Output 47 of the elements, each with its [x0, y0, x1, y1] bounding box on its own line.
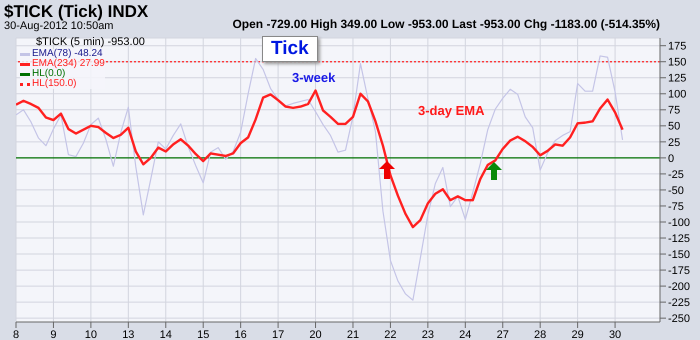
legend-label: HL(150.0) — [31, 78, 78, 89]
y-tick-label: 0 — [668, 152, 674, 165]
chart-title: $TICK (Tick) INDX — [4, 2, 148, 21]
y-tick-label: 175 — [668, 40, 686, 53]
x-tick-label: 9 — [50, 328, 57, 340]
y-tick-label: 100 — [668, 88, 686, 101]
x-tick-label: 13 — [122, 328, 134, 340]
y-tick-label: 50 — [668, 120, 680, 133]
legend-label: HL(0.0) — [31, 68, 66, 79]
y-tick-label: -200 — [668, 281, 690, 294]
y-tick-label: 125 — [668, 72, 686, 85]
annotation: $TICK (5 min) -953.00 — [36, 36, 145, 48]
legend-label: EMA(234) 27.99 — [31, 58, 105, 69]
x-tick-label: 21 — [346, 328, 360, 340]
x-tick-label: 22 — [384, 328, 397, 340]
x-tick-label: 24 — [459, 328, 472, 340]
x-tick-label: 20 — [309, 328, 322, 340]
annotation: Tick — [262, 36, 318, 62]
annotation: 3-day EMA — [418, 103, 484, 118]
y-tick-label: -175 — [668, 264, 690, 277]
x-tick-label: 14 — [160, 328, 172, 340]
x-tick-label: 10 — [84, 328, 98, 340]
x-tick-label: 16 — [234, 328, 247, 340]
y-tick-label: 25 — [668, 136, 680, 149]
y-tick-label: -250 — [668, 313, 690, 326]
x-tick-label: 28 — [534, 328, 546, 340]
x-tick-label: 27 — [496, 328, 509, 340]
y-tick-label: -225 — [668, 297, 690, 310]
y-tick-label: -50 — [668, 184, 684, 197]
y-tick-label: -100 — [668, 216, 690, 229]
y-tick-label: 150 — [668, 56, 686, 69]
y-tick-label: -150 — [668, 248, 690, 261]
x-tick-label: 29 — [572, 328, 584, 340]
x-tick-label: 8 — [12, 328, 20, 340]
x-tick-label: 15 — [197, 328, 210, 340]
y-tick-label: 75 — [668, 104, 680, 117]
text: Open -729.00 High 349.00 Low -953.00 Last -953.00 Chg -1183.00 (-514.35%) — [232, 17, 660, 31]
annotation: 3-week — [292, 70, 336, 85]
legend-label: EMA(78) -48.24 — [31, 48, 104, 59]
y-tick-label: -125 — [668, 232, 690, 245]
chart-subtitle: 30-Aug-2012 10:50am — [4, 20, 114, 32]
x-tick-label: 17 — [272, 328, 284, 340]
x-tick-label: 23 — [422, 328, 434, 340]
line-series — [16, 89, 624, 228]
y-tick-label: -75 — [668, 200, 684, 213]
x-tick-label: 30 — [608, 328, 622, 340]
y-tick-label: -25 — [668, 168, 684, 181]
